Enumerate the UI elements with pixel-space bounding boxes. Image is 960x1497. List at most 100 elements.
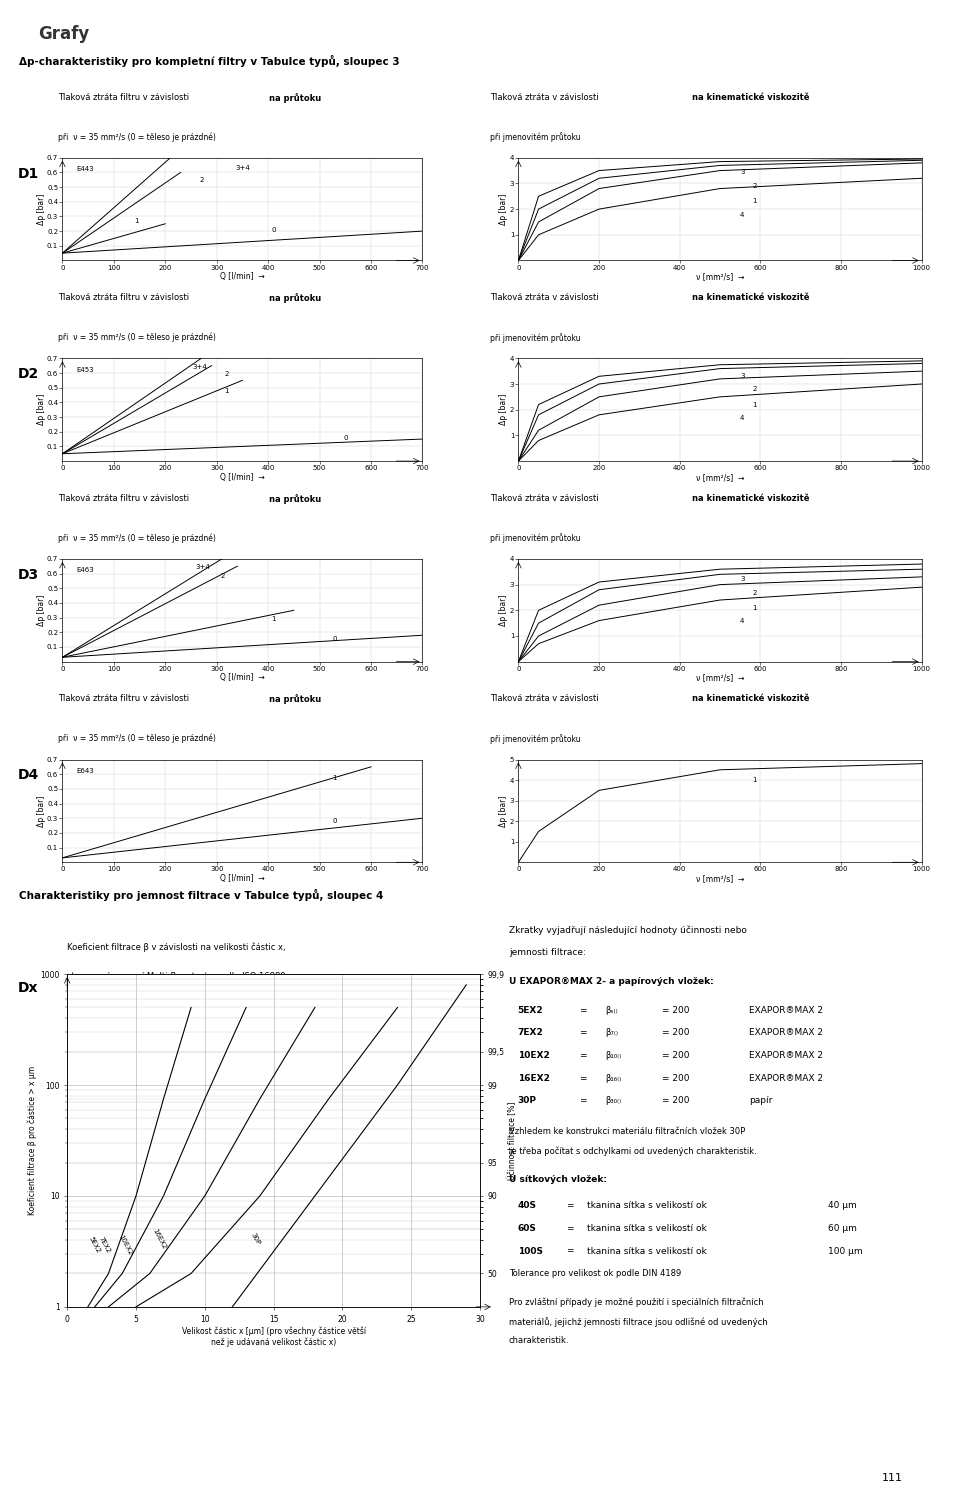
Text: 10EX2: 10EX2 [117, 1234, 132, 1256]
Text: E453: E453 [77, 367, 94, 373]
Text: 16EX2: 16EX2 [517, 1073, 549, 1082]
Text: 1: 1 [753, 605, 756, 611]
Text: na kinematické viskozitě: na kinematické viskozitě [692, 293, 810, 302]
Text: na průtoku: na průtoku [269, 695, 321, 705]
Text: E443: E443 [77, 166, 94, 172]
Text: U EXAPOR®MAX 2- a papírových vložek:: U EXAPOR®MAX 2- a papírových vložek: [509, 978, 713, 987]
Text: na kinematické viskozitě: na kinematické viskozitě [692, 695, 810, 704]
Text: 100 μm: 100 μm [828, 1247, 862, 1256]
Text: Zkratky vyjadřují následující hodnoty účinnosti nebo: Zkratky vyjadřují následující hodnoty úč… [509, 925, 747, 936]
Text: 0: 0 [332, 819, 337, 825]
Text: 1: 1 [753, 198, 756, 204]
Y-axis label: Δp [bar]: Δp [bar] [499, 394, 509, 425]
Text: =: = [579, 1006, 587, 1015]
Text: 1: 1 [753, 777, 756, 783]
Text: při jmenovitém průtoku: při jmenovitém průtoku [490, 132, 580, 142]
Text: 60 μm: 60 μm [828, 1225, 856, 1234]
Text: tkanina sítka s velikostí ok: tkanina sítka s velikostí ok [588, 1247, 708, 1256]
Text: Tlaková ztráta filtru v závislosti: Tlaková ztráta filtru v závislosti [58, 93, 191, 102]
Text: je třeba počítat s odchylkami od uvedených charakteristik.: je třeba počítat s odchylkami od uvedený… [509, 1147, 756, 1156]
Text: = 200: = 200 [661, 1028, 689, 1037]
Text: na průtoku: na průtoku [269, 494, 321, 504]
Text: β₁₆₍₎: β₁₆₍₎ [605, 1073, 621, 1082]
Text: 16EX2: 16EX2 [152, 1228, 167, 1250]
X-axis label: ν [mm²/s]  →: ν [mm²/s] → [696, 874, 744, 883]
Text: Tlaková ztráta v závislosti: Tlaková ztráta v závislosti [490, 293, 601, 302]
Text: 100S: 100S [517, 1247, 542, 1256]
Text: 3+4: 3+4 [196, 564, 210, 570]
Y-axis label: Δp [bar]: Δp [bar] [36, 795, 45, 826]
Text: β₃₀₍₎: β₃₀₍₎ [605, 1096, 621, 1105]
Text: =: = [565, 1201, 573, 1210]
Text: =: = [579, 1028, 587, 1037]
Text: U sítkových vložek:: U sítkových vložek: [509, 1175, 607, 1184]
Text: 30P: 30P [250, 1232, 261, 1246]
Text: E643: E643 [77, 768, 94, 774]
Text: Grafy: Grafy [37, 24, 89, 42]
Text: = 200: = 200 [661, 1006, 689, 1015]
Text: =: = [579, 1096, 587, 1105]
X-axis label: Q [l/min]  →: Q [l/min] → [220, 674, 265, 683]
Text: 5EX2: 5EX2 [517, 1006, 543, 1015]
Text: Δp-charakteristiky pro kompletní filtry v Tabulce typů, sloupec 3: Δp-charakteristiky pro kompletní filtry … [19, 54, 399, 67]
Text: 30P: 30P [517, 1096, 537, 1105]
Text: βₛ₍₎: βₛ₍₎ [605, 1006, 617, 1015]
Text: na kinematické viskozitě: na kinematické viskozitě [692, 93, 810, 102]
Text: 3: 3 [740, 373, 745, 379]
Text: β₇₍₎: β₇₍₎ [605, 1028, 618, 1037]
Text: tkanina sítka s velikostí ok: tkanina sítka s velikostí ok [588, 1225, 708, 1234]
Y-axis label: Δp [bar]: Δp [bar] [499, 193, 509, 225]
Text: 3: 3 [740, 169, 745, 175]
Text: tkanina sítka s velikostí ok: tkanina sítka s velikostí ok [588, 1201, 708, 1210]
Text: 60S: 60S [517, 1225, 537, 1234]
Y-axis label: Δp [bar]: Δp [bar] [36, 594, 45, 626]
Text: Vzhledem ke konstrukci materiálu filtračních vložek 30P: Vzhledem ke konstrukci materiálu filtrač… [509, 1127, 745, 1136]
Text: =: = [579, 1051, 587, 1060]
Text: 0: 0 [271, 226, 276, 232]
Y-axis label: Δp [bar]: Δp [bar] [499, 795, 509, 826]
Text: D1: D1 [17, 166, 39, 181]
Text: stanovený pomocí Multi-Pass testu podle ISO 16889: stanovený pomocí Multi-Pass testu podle … [67, 972, 286, 981]
Text: při jmenovitém průtoku: při jmenovitém průtoku [490, 332, 580, 343]
Y-axis label: Koeficient filtrace β pro částice > x μm: Koeficient filtrace β pro částice > x μm [28, 1066, 37, 1216]
Text: při  ν = 35 mm²/s (0 = těleso je prázdné): při ν = 35 mm²/s (0 = těleso je prázdné) [58, 332, 215, 343]
X-axis label: ν [mm²/s]  →: ν [mm²/s] → [696, 272, 744, 281]
Text: 40 μm: 40 μm [828, 1201, 856, 1210]
Text: Tlaková ztráta v závislosti: Tlaková ztráta v závislosti [490, 494, 601, 503]
Text: 3+4: 3+4 [192, 364, 206, 370]
Text: na průtoku: na průtoku [269, 93, 321, 103]
Text: EXAPOR®MAX 2: EXAPOR®MAX 2 [749, 1006, 823, 1015]
Text: 0: 0 [344, 436, 348, 442]
Text: EXAPOR®MAX 2: EXAPOR®MAX 2 [749, 1073, 823, 1082]
Text: při jmenovitém průtoku: při jmenovitém průtoku [490, 734, 580, 744]
Text: Koeficient filtrace β v závislosti na velikosti částic x,: Koeficient filtrace β v závislosti na ve… [67, 942, 286, 952]
Text: 2: 2 [753, 184, 756, 190]
Y-axis label: Δp [bar]: Δp [bar] [36, 394, 45, 425]
Text: Tolerance pro velikost ok podle DIN 4189: Tolerance pro velikost ok podle DIN 4189 [509, 1269, 681, 1278]
Text: 7EX2: 7EX2 [517, 1028, 543, 1037]
Text: E463: E463 [77, 567, 94, 573]
Text: = 200: = 200 [661, 1051, 689, 1060]
Text: β₁₀₍₎: β₁₀₍₎ [605, 1051, 621, 1060]
Text: =: = [565, 1225, 573, 1234]
Text: 10EX2: 10EX2 [517, 1051, 549, 1060]
Text: EXAPOR®MAX 2: EXAPOR®MAX 2 [749, 1028, 823, 1037]
Text: 2: 2 [225, 371, 228, 377]
Text: =: = [579, 1073, 587, 1082]
Text: 1: 1 [134, 219, 139, 225]
Text: 2: 2 [200, 177, 204, 183]
X-axis label: ν [mm²/s]  →: ν [mm²/s] → [696, 674, 744, 683]
Text: při  ν = 35 mm²/s (0 = těleso je prázdné): při ν = 35 mm²/s (0 = těleso je prázdné) [58, 734, 215, 744]
X-axis label: Q [l/min]  →: Q [l/min] → [220, 874, 265, 883]
Text: jemnosti filtrace:: jemnosti filtrace: [509, 948, 586, 957]
Text: 1: 1 [332, 775, 337, 781]
X-axis label: Q [l/min]  →: Q [l/min] → [220, 272, 265, 281]
Text: 3: 3 [740, 576, 745, 582]
Text: materiálů, jejichž jemnosti filtrace jsou odlišné od uvedených: materiálů, jejichž jemnosti filtrace jso… [509, 1317, 767, 1328]
Text: při  ν = 35 mm²/s (0 = těleso je prázdné): při ν = 35 mm²/s (0 = těleso je prázdné) [58, 132, 215, 142]
X-axis label: ν [mm²/s]  →: ν [mm²/s] → [696, 473, 744, 482]
Text: Tlaková ztráta filtru v závislosti: Tlaková ztráta filtru v závislosti [58, 494, 191, 503]
Text: Tlaková ztráta v závislosti: Tlaková ztráta v závislosti [490, 93, 601, 102]
Text: 3+4: 3+4 [235, 165, 250, 171]
Text: 4: 4 [740, 618, 745, 624]
